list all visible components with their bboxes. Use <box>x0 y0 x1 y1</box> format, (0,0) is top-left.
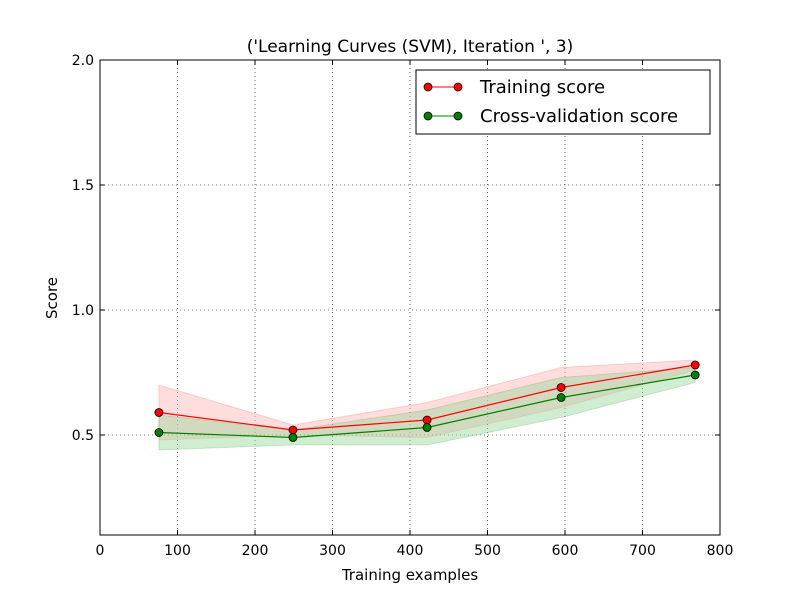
data-point-training <box>556 383 566 392</box>
x-tick-label: 100 <box>164 543 191 559</box>
x-axis-title: Training examples <box>341 566 479 584</box>
axis-ticks: 0 100 200 300 400 500 600 700 800 0.5 1.0 1.5 2.0 <box>72 53 734 559</box>
std-band-training <box>158 359 696 441</box>
legend-frame <box>415 69 711 135</box>
y-tick-label: 1.5 <box>72 178 94 194</box>
legend-marker-training-right <box>453 82 463 92</box>
legend-marker-training-left <box>423 82 433 92</box>
x-tick-label: 600 <box>552 543 579 559</box>
data-point-cv <box>288 433 298 442</box>
data-point-cv <box>690 370 700 380</box>
y-tick-label: 1.0 <box>72 303 94 319</box>
data-point-training <box>422 415 432 425</box>
data-point-training <box>288 425 298 435</box>
y-tick-label: 0.5 <box>72 428 94 444</box>
data-point-cv <box>154 428 164 437</box>
legend-marker-cv-right <box>453 111 463 121</box>
x-tick-label: 200 <box>242 543 269 559</box>
data-point-cv <box>556 393 566 402</box>
y-tick-label: 2.0 <box>72 53 94 69</box>
plot-area <box>100 60 720 535</box>
x-tick-label: 700 <box>629 543 656 559</box>
x-tick-label: 0 <box>96 543 105 559</box>
legend-marker-cv-left <box>423 111 433 121</box>
grid-lines <box>100 60 720 535</box>
series-markers <box>154 360 700 442</box>
x-tick-label: 300 <box>319 543 346 559</box>
data-point-training <box>154 408 164 417</box>
legend-label-cv: Cross-validation score <box>480 106 678 127</box>
legend: Training score Cross-validation score <box>415 69 711 135</box>
legend-label-training: Training score <box>479 77 605 98</box>
x-tick-label: 400 <box>397 543 424 559</box>
x-tick-label: 500 <box>474 543 501 559</box>
data-point-training <box>690 360 700 370</box>
data-point-cv <box>422 423 432 432</box>
chart-title: ('Learning Curves (SVM), Iteration ', 3) <box>247 37 574 57</box>
x-tick-label: 800 <box>707 543 734 559</box>
y-axis-title: Score <box>43 277 61 319</box>
